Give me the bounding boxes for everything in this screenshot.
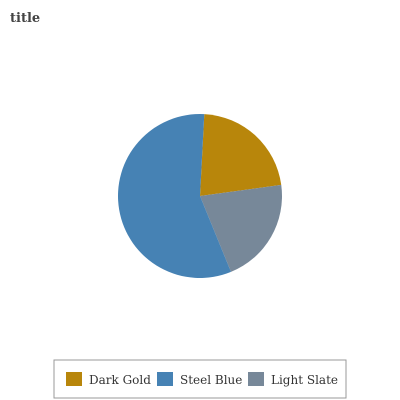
pie-slice-dark-gold (200, 114, 282, 196)
legend-frame (53, 359, 347, 399)
legend: Dark Gold Steel Blue Light Slate (53, 359, 347, 399)
pie-slices (117, 114, 282, 278)
pie-slice-light-slate (200, 184, 282, 272)
legend-items: Dark Gold Steel Blue Light Slate (66, 372, 338, 387)
chart-title: title (10, 11, 40, 26)
legend-swatch-light-slate (248, 372, 264, 386)
legend-swatch-dark-gold (66, 372, 82, 386)
legend-label-light-slate: Light Slate (271, 373, 338, 387)
pie-slice-steel-blue (117, 114, 231, 278)
legend-label-steel-blue: Steel Blue (180, 373, 242, 387)
legend-label-dark-gold: Dark Gold (89, 373, 151, 387)
legend-swatch-steel-blue (157, 372, 173, 386)
